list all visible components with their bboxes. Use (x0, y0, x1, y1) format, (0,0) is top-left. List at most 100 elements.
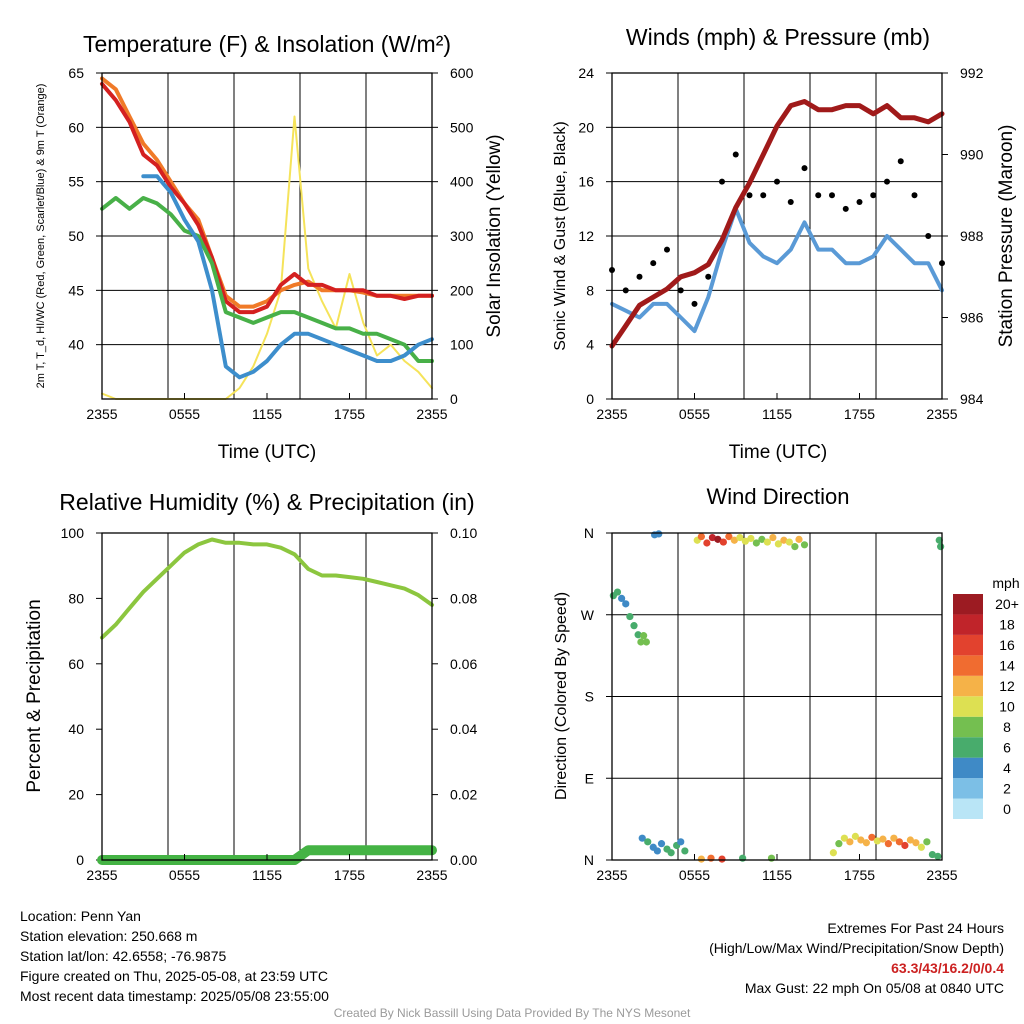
y-tick-label: E (585, 770, 594, 786)
station-latlon: Station lat/lon: 42.6558; -76.9875 (20, 948, 227, 964)
direction-point (934, 852, 942, 860)
colorbar-swatch (953, 696, 983, 717)
max-gust: Max Gust: 22 mph On 05/08 at 0840 UTC (744, 980, 1004, 996)
colorbar-label: 6 (1003, 739, 1011, 755)
gust-point (650, 260, 657, 267)
direction-point (719, 538, 727, 546)
direction-point (791, 543, 799, 551)
direction-point (912, 839, 920, 847)
y-tick-label-right: 0.06 (450, 656, 477, 672)
y-tick-label: 8 (586, 282, 594, 298)
y-axis-label: Sonic Wind & Gust (Blue, Black) (552, 121, 569, 350)
colorbar-swatch (953, 716, 983, 738)
direction-point (681, 847, 689, 855)
direction-point (736, 533, 744, 542)
direction-point (653, 847, 661, 855)
chart-title: Relative Humidity (%) & Precipitation (i… (59, 489, 474, 515)
direction-point (879, 835, 887, 843)
direction-point (857, 836, 865, 844)
direction-point (644, 838, 652, 846)
colorbar-label: 20+ (995, 596, 1019, 612)
y-tick-label: 24 (578, 65, 594, 81)
direction-point (718, 855, 726, 863)
credit-line: Created By Nick Bassill Using Data Provi… (333, 1006, 691, 1020)
direction-point (741, 537, 749, 545)
colorbar-label: 0 (1003, 801, 1011, 817)
colorbar-label: 14 (999, 658, 1015, 674)
direction-point (895, 838, 903, 846)
gust-point (705, 273, 712, 280)
x-tick-label: 1755 (334, 406, 365, 422)
direction-point (906, 836, 914, 844)
direction-point (846, 838, 854, 846)
y-tick-label: 16 (578, 174, 594, 190)
y-tick-label: 100 (61, 525, 85, 541)
y-tick-label-right: 988 (960, 228, 984, 244)
colorbar-swatch (953, 614, 983, 635)
direction-point (637, 638, 645, 646)
x-tick-label: 2355 (416, 867, 447, 883)
colorbar-label: 4 (1003, 760, 1011, 776)
gust-point (746, 192, 753, 199)
direction-point (655, 530, 663, 538)
y-tick-label-right: 990 (960, 147, 984, 163)
y-tick-label-right: 0.00 (450, 852, 477, 868)
x-tick-label: 1755 (334, 867, 365, 883)
gust-point (691, 300, 698, 307)
y-tick-label: W (581, 607, 595, 623)
series-line-2 (100, 196, 434, 363)
direction-point (774, 540, 782, 548)
direction-point (935, 536, 943, 544)
y-tick-label-right: 200 (450, 282, 474, 298)
gust-point (870, 192, 877, 199)
direction-point (851, 832, 859, 840)
gust-point (774, 178, 780, 185)
y-tick-label-right: 992 (960, 65, 984, 81)
gust-point (622, 287, 629, 294)
y-axis-label: 2m T, T_d, HI/WC (Red, Green, Scarlet/Bl… (35, 84, 47, 389)
gust-point (787, 199, 794, 206)
direction-point (800, 541, 809, 549)
gust-point (719, 178, 725, 185)
y-tick-label-right: 0.08 (450, 590, 477, 606)
y-tick-label-right: 100 (450, 337, 474, 353)
y-tick-label-right: 300 (450, 228, 474, 244)
x-tick-label: 2355 (86, 406, 117, 422)
x-tick-label: 1155 (762, 406, 792, 422)
chart-title: Winds (mph) & Pressure (mb) (626, 24, 930, 50)
y-axis-label: Direction (Colored By Speed) (553, 592, 570, 800)
direction-point (697, 855, 705, 863)
y-tick-label: 50 (68, 228, 84, 244)
direction-point (901, 841, 909, 850)
direction-point (747, 534, 755, 543)
gust-point (842, 205, 849, 212)
direction-point (923, 838, 931, 846)
humidity-chart: 0 20 40 60 80 100 0.00 0.02 0.04 0.06 0.08 0.10 Rela… (24, 489, 477, 883)
colorbar-swatch (953, 594, 983, 615)
chart-title: Wind Direction (706, 484, 849, 509)
y-tick-label: 4 (586, 337, 594, 353)
y-axis-label-right: Station Pressure (Maroon) (996, 125, 1017, 348)
x-tick-label: 0555 (679, 406, 710, 422)
direction-point (890, 834, 898, 842)
y-tick-label-right: 0.04 (450, 721, 477, 737)
direction-point (667, 849, 675, 857)
y-tick-label: 0 (76, 852, 84, 868)
colorbar-swatch (953, 634, 983, 656)
series-line-3 (141, 174, 434, 380)
gust-point (677, 287, 684, 294)
recent-data-timestamp: Most recent data timestamp: 2025/05/08 2… (20, 988, 329, 1004)
y-tick-label: 80 (68, 590, 84, 606)
direction-point (640, 632, 648, 640)
direction-point (752, 539, 760, 547)
direction-point (708, 533, 716, 542)
y-tick-label: 20 (68, 787, 84, 803)
gust-point (884, 178, 890, 185)
colorbar-swatch (953, 757, 983, 779)
colorbar-title: mph (992, 575, 1019, 591)
direction-point (725, 533, 733, 541)
direction-point (626, 612, 634, 621)
series-line-0 (100, 76, 434, 309)
y-tick-label: 45 (68, 282, 84, 298)
direction-point (829, 849, 837, 857)
